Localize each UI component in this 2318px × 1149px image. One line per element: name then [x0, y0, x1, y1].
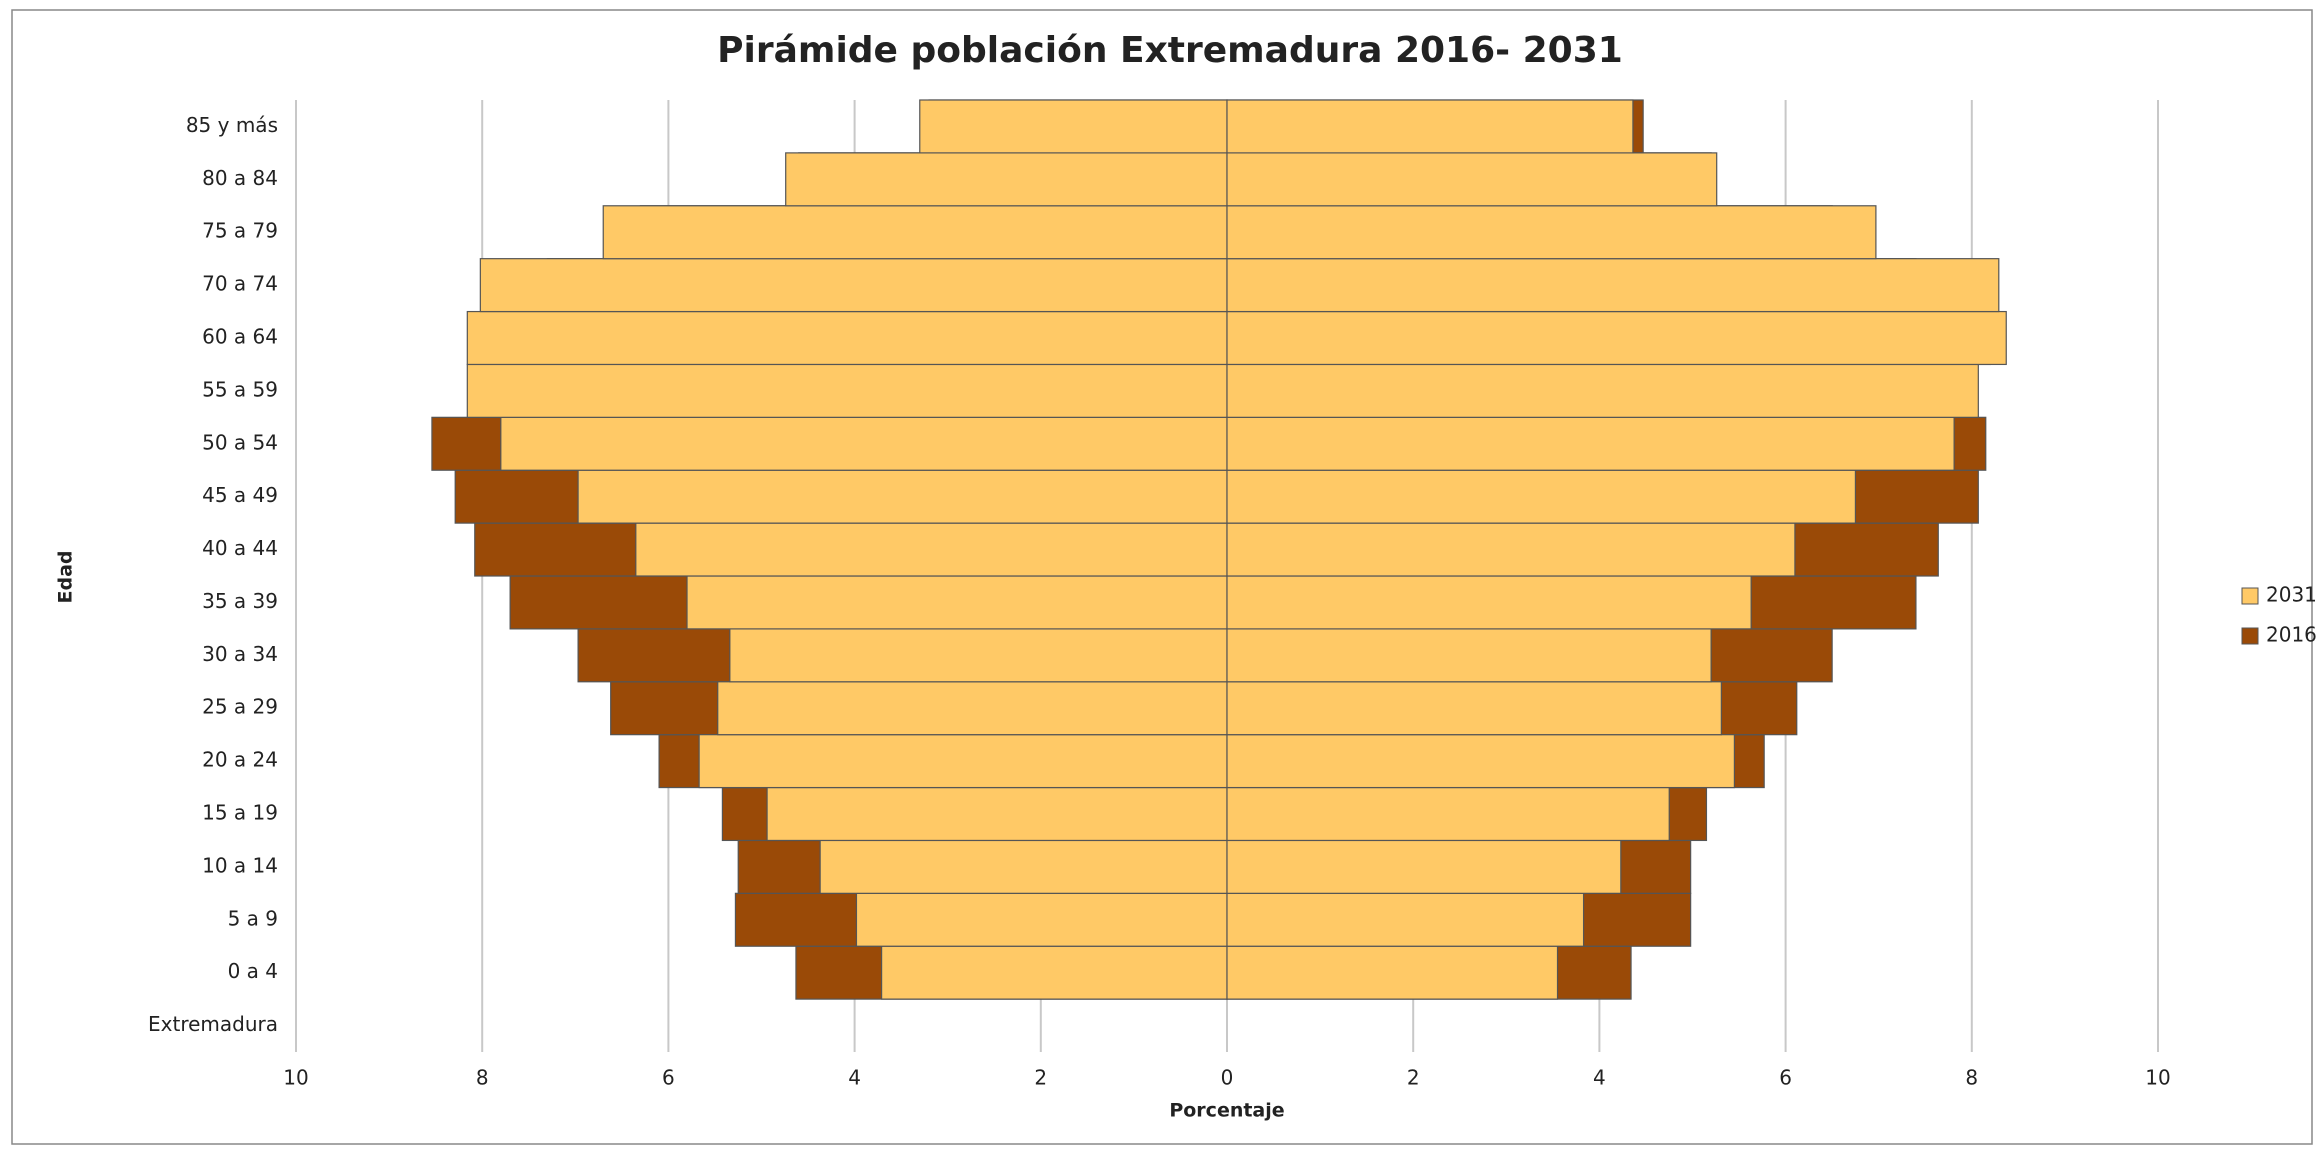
bar — [1226, 522, 1796, 577]
x-tick-label: 10 — [283, 1066, 308, 1090]
bar — [1226, 839, 1622, 894]
bar — [1226, 469, 1857, 524]
x-tick-label: 0 — [1221, 1066, 1234, 1090]
bar — [729, 628, 1228, 683]
bar — [479, 258, 1228, 313]
y-tick-label: 25 a 29 — [202, 695, 278, 719]
y-tick-label: 75 a 79 — [202, 219, 278, 243]
x-tick-label: 8 — [1965, 1066, 1978, 1090]
bar — [1226, 258, 2000, 313]
y-tick-label: 15 a 19 — [202, 801, 278, 825]
legend-swatch — [2241, 627, 2259, 645]
x-tick-label: 4 — [1593, 1066, 1606, 1090]
x-axis-title: Porcentaje — [1169, 1100, 1284, 1122]
y-tick-label: 70 a 74 — [202, 272, 278, 296]
bar — [819, 839, 1228, 894]
x-tick-label: 10 — [2145, 1066, 2170, 1090]
bar — [1226, 363, 1979, 418]
y-tick-label: 60 a 64 — [202, 325, 278, 349]
x-tick-label: 2 — [1034, 1066, 1047, 1090]
bar — [635, 522, 1228, 577]
bar — [577, 469, 1228, 524]
bar — [466, 363, 1228, 418]
y-tick-label: 55 a 59 — [202, 377, 278, 401]
x-tick-label: 6 — [1779, 1066, 1792, 1090]
bar — [919, 99, 1228, 154]
bar — [1226, 681, 1722, 736]
x-tick-label: 4 — [848, 1066, 861, 1090]
bar — [602, 205, 1228, 260]
y-tick-label: 5 a 9 — [228, 906, 278, 930]
y-tick-label: 20 a 24 — [202, 748, 278, 772]
bar — [1226, 786, 1670, 842]
legend-label: 2016 — [2266, 623, 2317, 647]
x-tick-label: 6 — [662, 1066, 675, 1090]
bar — [500, 416, 1228, 471]
bar — [1226, 416, 1955, 471]
y-tick-label: Extremadura — [148, 1012, 278, 1036]
y-tick-label: 45 a 49 — [202, 483, 278, 507]
bar — [1226, 152, 1718, 207]
y-tick-label: 0 a 4 — [228, 959, 278, 983]
bar — [766, 786, 1228, 842]
legend-swatch — [2241, 587, 2259, 605]
bar — [717, 681, 1228, 736]
bar — [1226, 892, 1585, 947]
bar — [1226, 734, 1735, 789]
legend-label: 2031 — [2266, 583, 2317, 607]
y-tick-label: 10 a 14 — [202, 853, 278, 877]
bar — [466, 310, 1228, 366]
x-tick-label: 2 — [1407, 1066, 1420, 1090]
x-tick-label: 8 — [476, 1066, 489, 1090]
bar — [698, 734, 1228, 789]
chart-title: Pirámide población Extremadura 2016- 203… — [717, 30, 1623, 71]
bar — [686, 575, 1228, 630]
bar — [855, 892, 1228, 947]
bar — [1226, 310, 2007, 366]
y-tick-label: 40 a 44 — [202, 536, 278, 560]
bar — [1226, 945, 1559, 1000]
bar — [880, 945, 1228, 1000]
y-tick-label: 85 y más — [186, 113, 278, 137]
bar — [1226, 205, 1877, 260]
bar — [1226, 628, 1712, 683]
y-axis-title: Edad — [55, 550, 77, 603]
y-tick-label: 30 a 34 — [202, 642, 278, 666]
y-tick-label: 50 a 54 — [202, 430, 278, 454]
bar — [785, 152, 1228, 207]
bar — [1226, 99, 1634, 154]
bar — [1226, 575, 1752, 630]
y-tick-label: 35 a 39 — [202, 589, 278, 613]
y-tick-label: 80 a 84 — [202, 166, 278, 190]
